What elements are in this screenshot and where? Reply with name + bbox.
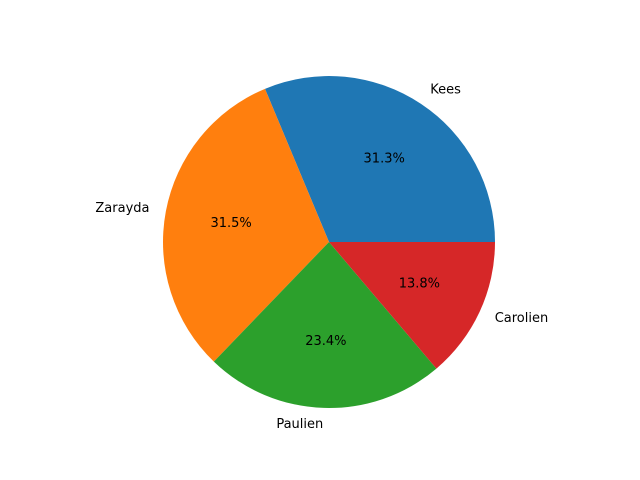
pie-slice-carolien — [329, 242, 495, 369]
pie-slice-zarayda — [163, 88, 329, 362]
slice-label-zarayda: Zarayda — [95, 201, 149, 216]
percent-label-kees: 31.3% — [364, 152, 405, 167]
pie-labels: Kees 31.3% Zarayda 31.5% Paulien 23.4% Carolie… — [95, 83, 548, 433]
slice-label-carolien: Carolien — [495, 311, 549, 326]
slice-label-paulien: Paulien — [276, 417, 323, 432]
pie-slice-paulien — [213, 242, 437, 409]
slice-label-kees: Kees — [430, 83, 461, 98]
percent-label-paulien: 23.4% — [305, 334, 346, 349]
pie-slices — [163, 76, 495, 409]
percent-label-zarayda: 31.5% — [210, 216, 251, 231]
percent-label-carolien: 13.8% — [399, 276, 440, 291]
pie-slice-kees — [264, 76, 495, 242]
